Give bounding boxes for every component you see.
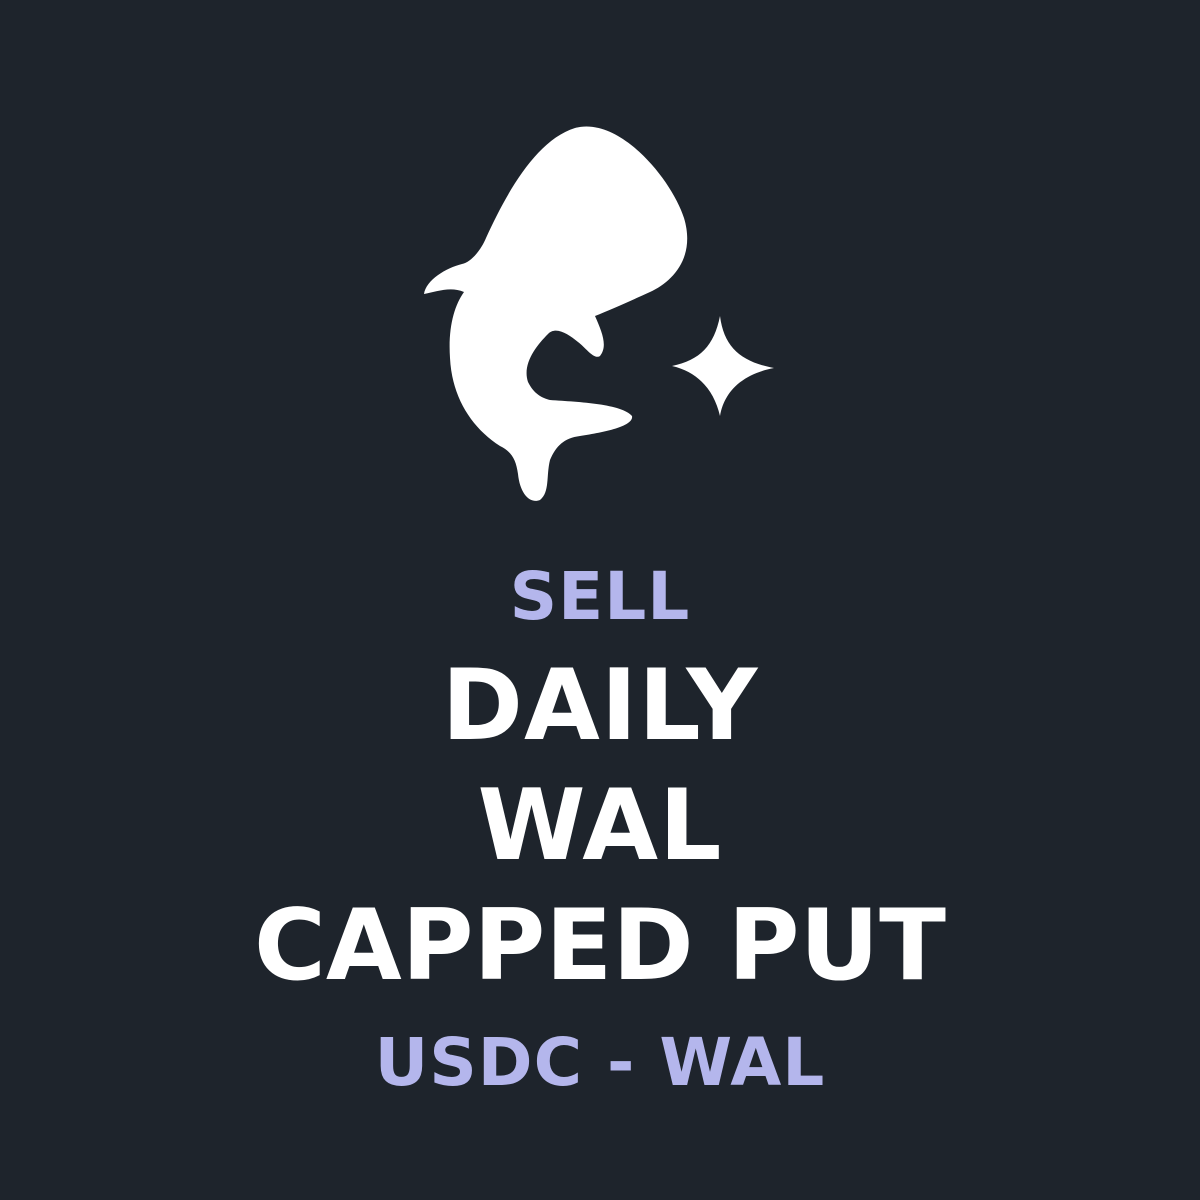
logo [410, 120, 790, 510]
title-line-product: CAPPED PUT [253, 889, 947, 1003]
title-line-asset: WAL [477, 769, 723, 883]
pair-label: USDC - WAL [374, 1024, 826, 1101]
action-label: SELL [509, 558, 691, 635]
sparkle-icon [672, 316, 774, 416]
title-line-period: DAILY [441, 649, 759, 763]
whale-shark-icon [424, 126, 774, 501]
